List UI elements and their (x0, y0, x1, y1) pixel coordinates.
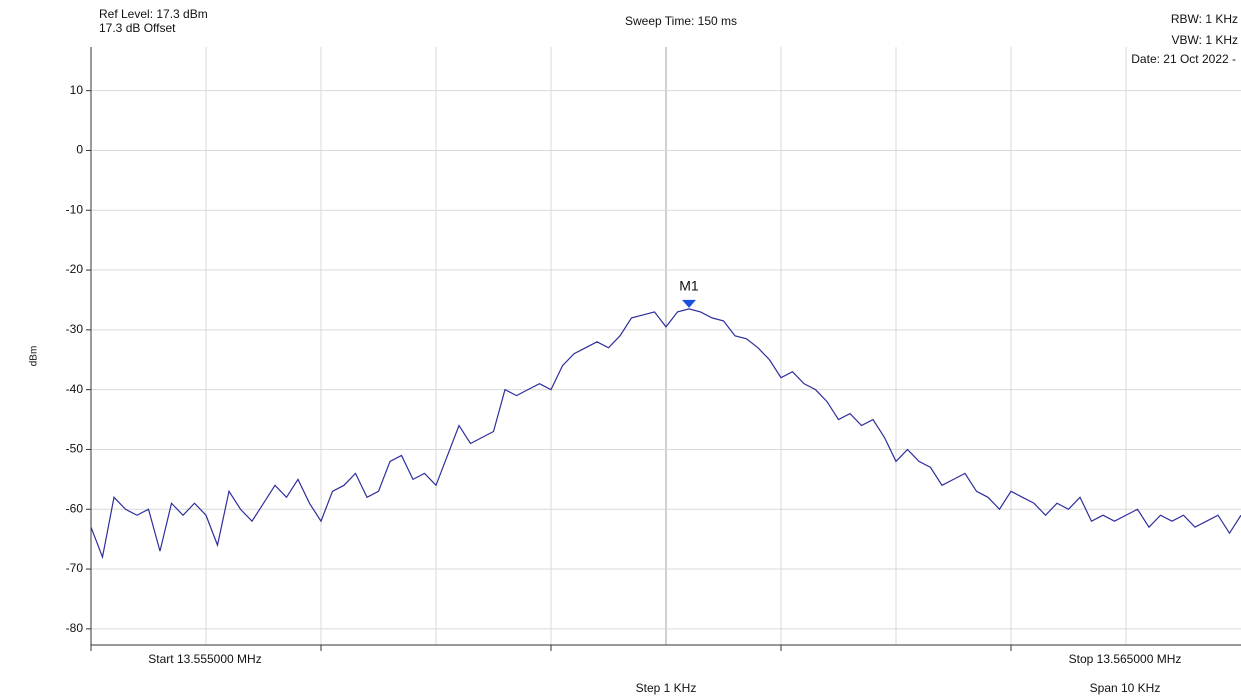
start-label: Start 13.555000 MHz (148, 652, 261, 666)
offset: 17.3 dB Offset (99, 21, 176, 35)
y-tick-label: -20 (66, 262, 84, 276)
y-tick-label: -60 (66, 501, 84, 515)
trace (90, 308, 1241, 560)
span-label: Span 10 KHz (1090, 681, 1161, 695)
y-tick-label: -70 (66, 561, 84, 575)
y-tick-label: -80 (66, 621, 84, 635)
date: Date: 21 Oct 2022 - (1131, 52, 1236, 66)
marker-label: M1 (679, 278, 699, 294)
y-tick-label: -50 (66, 442, 84, 456)
sweep-time: Sweep Time: 150 ms (625, 14, 737, 28)
y-tick-label: -10 (66, 202, 84, 216)
y-axis-label: dBm (29, 346, 40, 367)
y-tick-label: -30 (66, 322, 84, 336)
y-tick-label: 0 (76, 143, 83, 157)
ref-level: Ref Level: 17.3 dBm (99, 7, 208, 21)
y-tick-label: 10 (70, 83, 84, 97)
rbw: RBW: 1 KHz (1171, 12, 1238, 26)
y-tick-label: -40 (66, 382, 84, 396)
step-label: Step 1 KHz (636, 681, 697, 695)
marker (682, 299, 696, 308)
vbw: VBW: 1 KHz (1172, 33, 1238, 47)
stop-label: Stop 13.565000 MHz (1069, 652, 1182, 666)
